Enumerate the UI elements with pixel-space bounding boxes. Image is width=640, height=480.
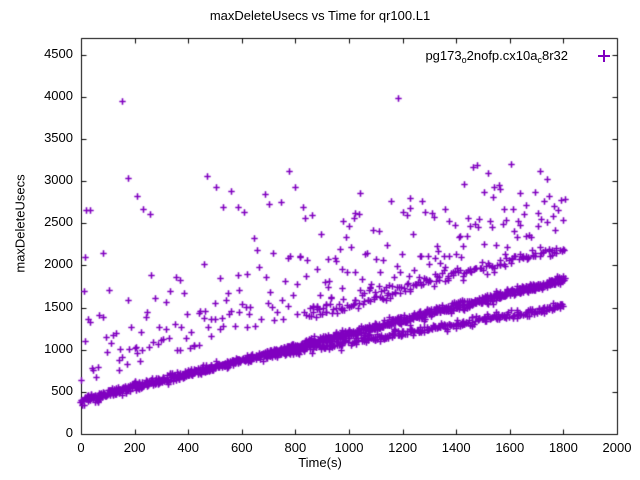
x-tick-label: 2000: [602, 440, 632, 455]
y-tick-label: 4000: [44, 87, 73, 103]
legend-subscript: o: [461, 55, 467, 65]
x-tick-label: 1000: [334, 440, 364, 455]
y-tick-label: 2500: [44, 214, 73, 230]
x-axis-title: Time(s): [298, 455, 342, 470]
legend-plus-marker-icon: [598, 50, 610, 62]
x-tick-label: 1800: [548, 440, 578, 455]
legend-text: 8r32: [541, 48, 568, 63]
x-tick-label: 600: [230, 440, 253, 455]
y-tick-label: 4500: [44, 45, 73, 61]
x-tick-label: 1200: [388, 440, 418, 455]
x-tick-label: 800: [284, 440, 307, 455]
chart-title: maxDeleteUsecs vs Time for qr100.L1: [209, 8, 431, 23]
y-tick-label: 1000: [44, 340, 73, 356]
legend-text: 2nofp.cx10a: [466, 48, 538, 63]
y-tick-label: 0: [65, 425, 73, 440]
y-tick-label: 500: [51, 382, 73, 398]
y-tick-label: 2000: [44, 256, 73, 272]
x-tick-label: 200: [123, 440, 146, 455]
y-tick-label: 1500: [44, 298, 73, 314]
legend-series-label: pg173o2nofp.cx10ac8r32: [425, 48, 568, 65]
legend-subscript: c: [537, 55, 542, 65]
x-tick-label: 0: [77, 440, 85, 455]
y-tick-label: 3000: [44, 172, 73, 188]
x-tick-label: 1400: [441, 440, 471, 455]
y-tick-label: 3500: [44, 130, 73, 146]
legend-text: pg173: [425, 48, 462, 63]
x-tick-label: 1600: [495, 440, 525, 455]
x-tick-label: 400: [177, 440, 200, 455]
